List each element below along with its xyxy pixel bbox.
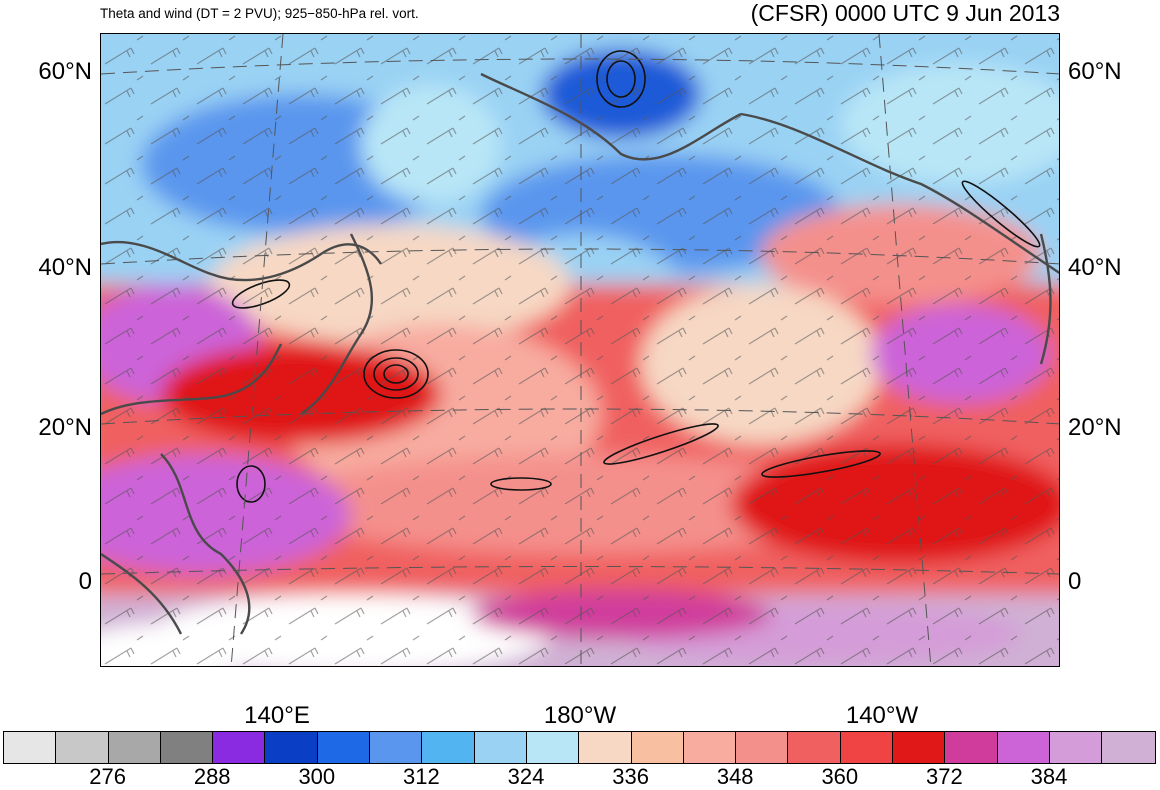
colorbar-box-0: [4, 732, 57, 763]
colorbar-label: 324: [507, 764, 545, 789]
lat-label-equator-right: 0: [1068, 568, 1082, 595]
colorbar-label: 372: [926, 764, 963, 789]
colorbar-label: 288: [193, 764, 231, 789]
lat-label-60n-left: 60°N: [38, 58, 92, 85]
theta-colorbar: [3, 731, 1156, 764]
colorbar-label: 336: [612, 764, 649, 789]
colorbar-box-5: [265, 732, 318, 763]
map-panel: [100, 33, 1060, 667]
lat-label-40n-right: 40°N: [1068, 254, 1122, 281]
lat-label-60n-right: 60°N: [1068, 58, 1122, 85]
colorbar-box-3: [160, 732, 214, 763]
colorbar-label: 348: [716, 764, 754, 789]
coastlines: [101, 72, 1059, 635]
colorbar-box-10: [526, 732, 580, 763]
colorbar-box-18: [945, 732, 998, 763]
lat-label-20n-right: 20°N: [1068, 414, 1122, 441]
colorbar-box-14: [736, 732, 789, 763]
lon-label-140w: 140°W: [845, 702, 919, 729]
colorbar-box-13: [683, 732, 737, 763]
colorbar-box-1: [56, 732, 109, 763]
colorbar-box-17: [893, 732, 946, 763]
lat-label-equator-left: 0: [78, 568, 92, 595]
colorbar-label: 312: [403, 764, 440, 789]
vorticity-contours: [231, 50, 1041, 503]
map-date-title: (CFSR) 0000 UTC 9 Jun 2013: [750, 0, 1060, 26]
colorbar-label: 300: [298, 764, 336, 789]
colorbar-label: 276: [89, 764, 126, 789]
colorbar-box-9: [474, 732, 527, 763]
colorbar-box-2: [108, 732, 161, 763]
colorbar-box-21: [1102, 732, 1155, 763]
colorbar-box-8: [422, 732, 475, 763]
colorbar-box-6: [317, 732, 371, 763]
colorbar-box-7: [370, 732, 423, 763]
wind-barbs: [101, 34, 1059, 666]
colorbar-box-4: [213, 732, 266, 763]
map-title: Theta and wind (DT = 2 PVU); 925−850-hPa…: [100, 6, 419, 21]
colorbar-label: 384: [1030, 764, 1068, 789]
colorbar-box-20: [1049, 732, 1103, 763]
colorbar-box-12: [631, 732, 684, 763]
colorbar-box-15: [788, 732, 841, 763]
lat-label-20n-left: 20°N: [38, 414, 92, 441]
colorbar-box-16: [840, 732, 894, 763]
colorbar-box-19: [997, 732, 1050, 763]
lon-label-140e: 140°E: [244, 702, 310, 729]
colorbar-label: 360: [821, 764, 859, 789]
graticule: [101, 34, 1059, 666]
lat-label-40n-left: 40°N: [38, 254, 92, 281]
lon-label-180w: 180°W: [543, 702, 617, 729]
colorbar-box-11: [579, 732, 632, 763]
theta-field-map: [101, 34, 1059, 666]
